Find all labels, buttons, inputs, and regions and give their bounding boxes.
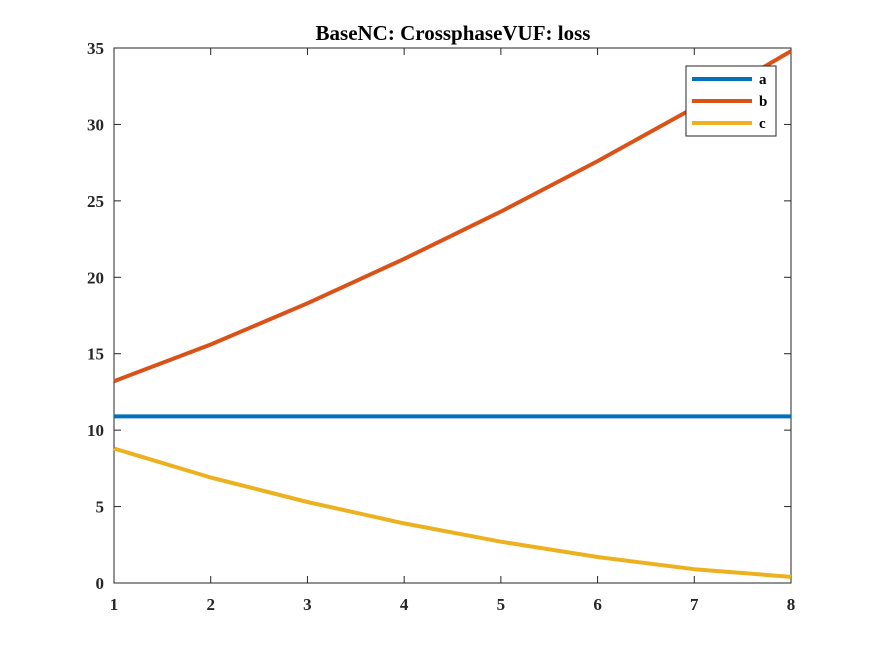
x-tick-label: 8: [787, 595, 796, 614]
y-tick-label: 20: [87, 268, 104, 287]
y-tick-label: 10: [87, 421, 104, 440]
x-tick-label: 4: [400, 595, 409, 614]
y-tick-label: 0: [96, 574, 105, 593]
axes-box: [113, 47, 792, 584]
legend-label-a: a: [759, 72, 767, 88]
series-line-c: [113, 446, 792, 579]
legend-label-b: b: [759, 94, 767, 110]
chart-title: BaseNC: CrossphaseVUF: loss: [316, 21, 591, 45]
legend-label-c: c: [759, 116, 766, 132]
y-tick-label: 35: [87, 39, 104, 58]
x-tick-label: 5: [497, 595, 506, 614]
x-tick-label: 1: [110, 595, 119, 614]
x-tick-label: 6: [593, 595, 602, 614]
y-tick-label: 15: [87, 345, 104, 364]
x-tick-label: 7: [690, 595, 699, 614]
legend: abc: [685, 65, 777, 137]
series-line-b: [113, 49, 793, 384]
y-tick-label: 30: [87, 115, 104, 134]
y-tick-label: 5: [96, 498, 105, 517]
x-tick-label: 2: [206, 595, 215, 614]
x-tick-label: 3: [303, 595, 312, 614]
y-tick-label: 25: [87, 192, 104, 211]
plot-area: 1 2 3 4 5 6 7 8 0 5 10 15 20 25 30 35: [87, 39, 795, 614]
